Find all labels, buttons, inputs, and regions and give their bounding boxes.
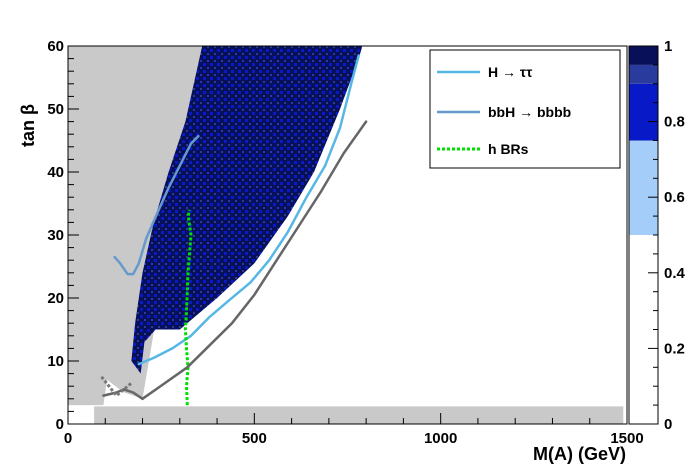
series-layer	[100, 54, 368, 406]
x-tick-label-3: 1500	[610, 430, 643, 447]
colorbar-tick-label-4: 0.8	[664, 114, 685, 131]
legend-label-2: h BRs	[488, 141, 529, 157]
y-tick-label-6: 60	[47, 38, 64, 55]
colorbar-band-2	[629, 83, 658, 141]
x-tick-label-1: 500	[242, 430, 267, 447]
excluded-region-upper-left	[68, 46, 203, 406]
colorbar-tick-label-1: 0.2	[664, 340, 685, 357]
y-tick-label-2: 20	[47, 290, 64, 307]
legend: H → ττ bbH → bbbb h BRs	[429, 49, 621, 169]
series-line-5	[100, 375, 133, 398]
legend-label-1: bbH → bbbb	[488, 104, 571, 120]
y-tick-label-1: 10	[47, 353, 64, 370]
y-tick-label-0: 0	[56, 416, 64, 433]
colorbar-band-1	[629, 140, 658, 235]
series-line-1	[113, 134, 200, 276]
y-tick-label-5: 50	[47, 101, 64, 118]
legend-label-0: H → ττ	[488, 64, 533, 80]
colorbar-band-4	[629, 46, 658, 65]
series-line-3	[141, 120, 368, 401]
y-axis: 0 10 20 30 40 50 60	[47, 38, 79, 433]
series-line-0	[137, 54, 360, 366]
y-tick-label-3: 30	[47, 227, 64, 244]
series-line-4	[102, 388, 144, 401]
colorbar-band-3	[629, 64, 658, 84]
excluded-region-bottom-strip	[94, 406, 624, 424]
legend-box	[429, 49, 621, 169]
y-axis-title: tan β	[18, 104, 38, 147]
y-tick-label-4: 40	[47, 164, 64, 181]
colorbar: 0 0.2 0.4 0.6 0.8 1	[628, 38, 686, 433]
colorbar-tick-label-0: 0	[664, 416, 672, 433]
colorbar-tick-label-3: 0.6	[664, 189, 685, 206]
x-axis-title: M(A) (GeV)	[533, 444, 626, 464]
regions-layer	[68, 46, 624, 424]
x-tick-label-2: 1000	[424, 430, 457, 447]
allowed-region-band	[131, 46, 363, 374]
x-tick-label-0: 0	[64, 430, 72, 447]
x-axis: 0 500 1000 1500	[64, 413, 644, 447]
colorbar-tick-label-5: 1	[664, 38, 672, 55]
colorbar-tick-label-2: 0.4	[664, 265, 686, 282]
